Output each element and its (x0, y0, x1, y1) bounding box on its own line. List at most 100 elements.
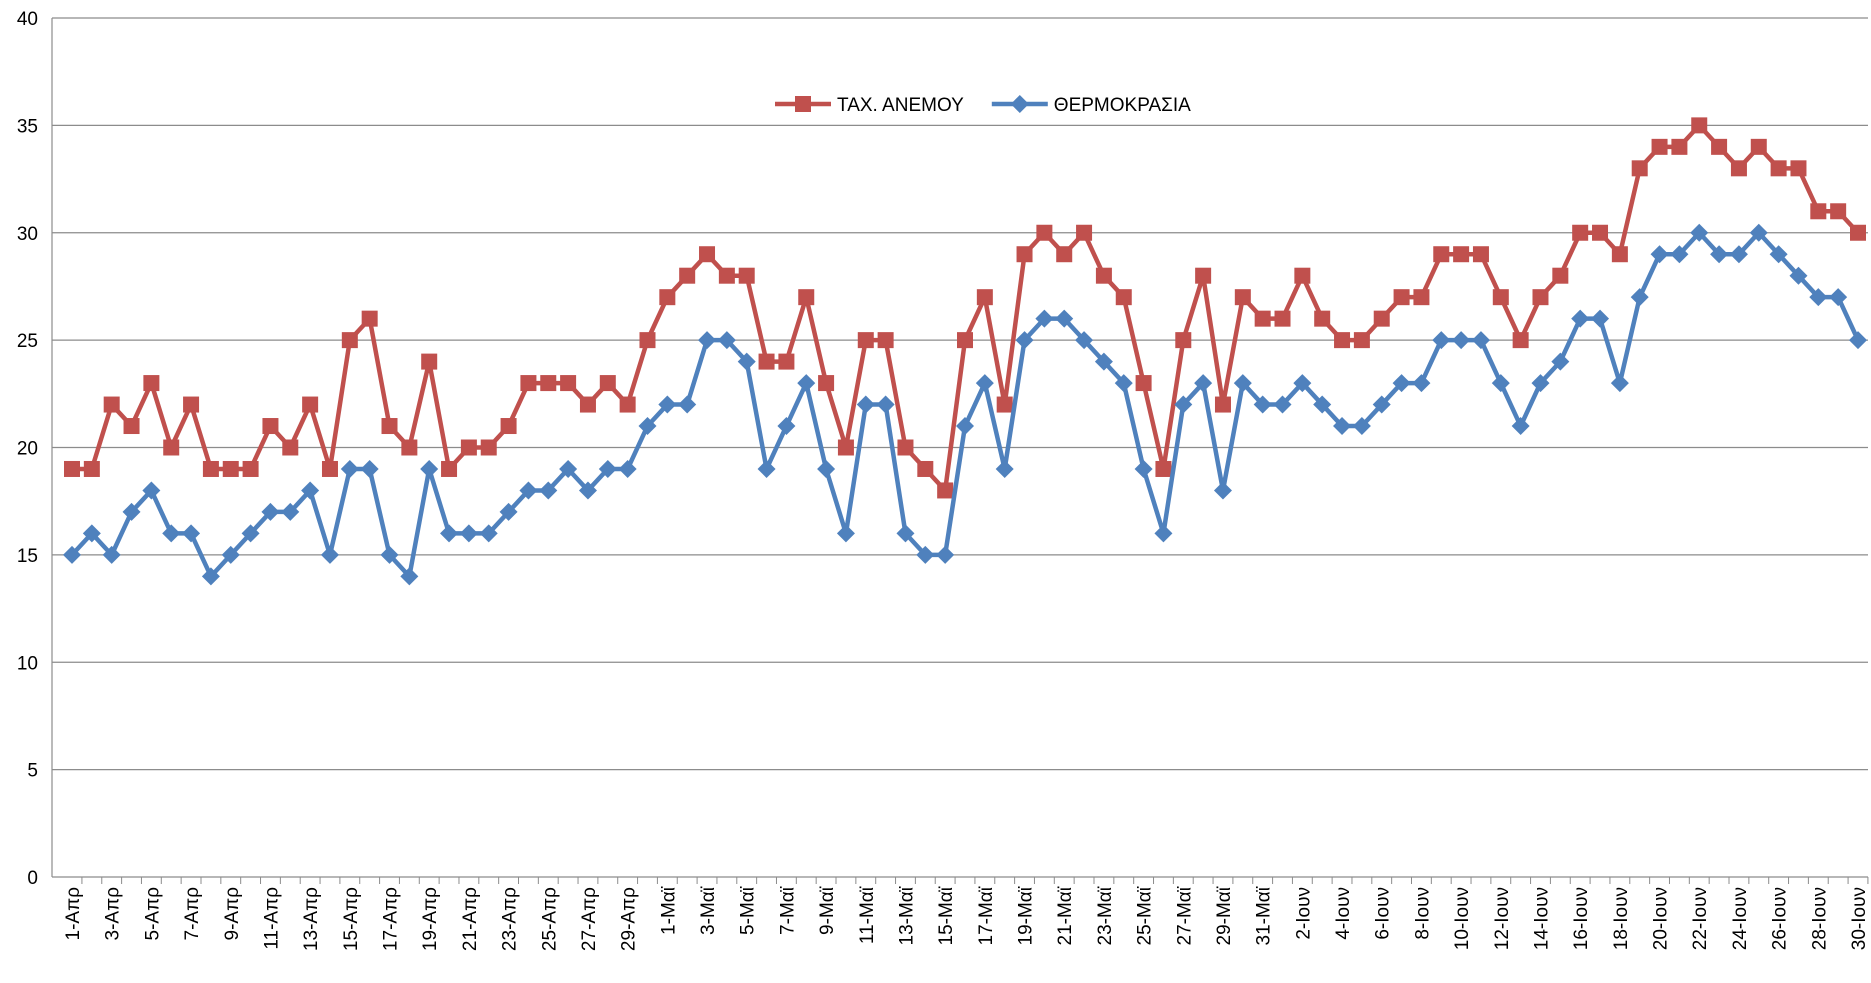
x-tick-label: 19-Μαϊ (1016, 886, 1037, 945)
data-point (460, 439, 477, 456)
data-point (936, 545, 955, 564)
data-point (1552, 267, 1569, 284)
data-point (1214, 396, 1231, 413)
data-point (619, 396, 636, 413)
x-tick-label: 25-Μαϊ (1135, 886, 1156, 945)
data-point (1790, 160, 1807, 177)
x-tick-label: 20-Ιουν (1651, 887, 1672, 950)
data-point (1254, 310, 1271, 327)
data-point (1670, 245, 1689, 264)
data-point (897, 439, 914, 456)
data-point (1194, 374, 1213, 393)
data-point (1729, 245, 1748, 264)
data-point (102, 545, 121, 564)
x-tick-label: 8-Ιουν (1412, 887, 1433, 940)
data-point (738, 267, 755, 284)
data-point (381, 418, 398, 435)
data-point (162, 524, 181, 543)
data-point (658, 395, 677, 414)
data-point (836, 524, 855, 543)
data-point (1610, 374, 1629, 393)
data-point (459, 524, 478, 543)
data-point (1492, 289, 1509, 306)
data-point (142, 481, 161, 500)
data-point (320, 545, 339, 564)
data-point (598, 459, 617, 478)
data-point (380, 545, 399, 564)
data-point (1810, 203, 1827, 220)
data-point (1511, 417, 1530, 436)
x-tick-label: 24-Ιουν (1730, 887, 1751, 950)
x-tick-label: 1-Μαϊ (658, 886, 679, 935)
data-point (500, 418, 517, 435)
data-point (242, 460, 259, 477)
y-tick-label: 10 (17, 653, 38, 674)
x-tick-label: 21-Απρ (460, 887, 481, 951)
data-point (1115, 289, 1132, 306)
data-point (1830, 203, 1847, 220)
data-point (1274, 310, 1291, 327)
y-tick-label: 0 (27, 868, 38, 889)
x-tick-label: 13-Μαϊ (896, 886, 917, 945)
x-tick-label: 21-Μαϊ (1055, 886, 1076, 945)
data-point (1393, 289, 1410, 306)
data-point (1135, 375, 1152, 392)
data-point (282, 439, 299, 456)
data-point (222, 460, 239, 477)
x-tick-label: 11-Μαϊ (857, 886, 878, 944)
data-point (122, 502, 141, 521)
x-tick-label: 30-Ιουν (1849, 887, 1870, 950)
data-point (1114, 374, 1133, 393)
data-point (737, 352, 756, 371)
data-point (678, 395, 697, 414)
data-point (1491, 374, 1510, 393)
data-point (1571, 309, 1590, 328)
data-point (440, 524, 459, 543)
data-point (1294, 267, 1311, 284)
x-tick-label: 7-Μαϊ (777, 886, 798, 935)
data-point (201, 567, 220, 586)
data-point (1591, 309, 1610, 328)
x-tick-label: 11-Απρ (261, 887, 282, 950)
x-tick-label: 1-Απρ (63, 887, 84, 941)
data-point (1849, 331, 1867, 350)
data-point (182, 524, 201, 543)
data-point (937, 482, 954, 499)
data-point (1016, 246, 1033, 263)
data-point (1413, 289, 1430, 306)
data-point (917, 460, 934, 477)
data-point (717, 331, 736, 350)
data-point (1452, 331, 1471, 350)
x-tick-label: 18-Ιουν (1611, 887, 1632, 950)
data-point (698, 331, 717, 350)
data-point (1353, 332, 1370, 349)
data-point (1531, 374, 1550, 393)
y-tick-label: 35 (17, 116, 38, 137)
data-point (539, 481, 558, 500)
x-tick-label: 3-Απρ (103, 887, 124, 941)
y-tick-label: 15 (17, 546, 38, 567)
data-point (818, 375, 835, 392)
data-point (1850, 224, 1866, 241)
x-tick-label: 31-Μαϊ (1254, 886, 1275, 945)
data-point (1829, 288, 1848, 307)
y-tick-label: 40 (17, 9, 38, 30)
x-tick-label: 29-Μαϊ (1214, 886, 1235, 945)
data-point (996, 396, 1013, 413)
data-point (1671, 138, 1688, 155)
data-point (1809, 288, 1828, 307)
y-tick-label: 30 (17, 224, 38, 245)
data-point (1372, 395, 1391, 414)
x-tick-label: 17-Απρ (381, 887, 402, 951)
data-point (957, 332, 973, 349)
data-point (82, 524, 101, 543)
data-point (1631, 160, 1648, 177)
data-point (361, 310, 378, 327)
data-point (956, 417, 974, 436)
data-point (480, 439, 497, 456)
data-point (877, 332, 894, 349)
data-point (1134, 459, 1153, 478)
data-point (560, 375, 577, 392)
data-point (1155, 460, 1172, 477)
data-point (1789, 266, 1808, 285)
